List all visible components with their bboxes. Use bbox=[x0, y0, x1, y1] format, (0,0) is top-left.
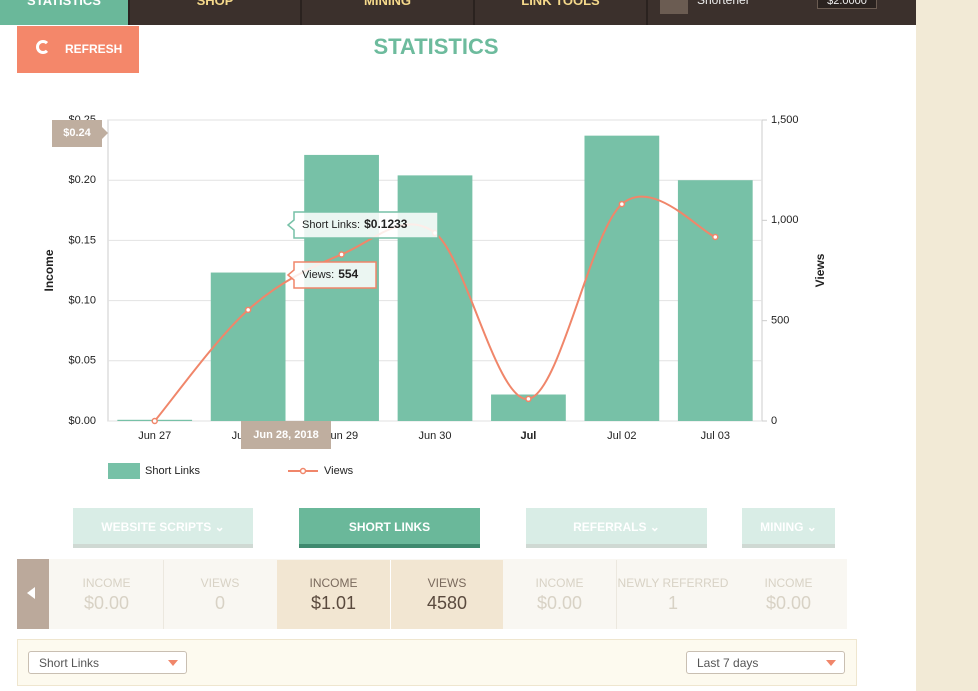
y-tick-label: $0.05 bbox=[68, 355, 96, 367]
y-tick-label: $0.00 bbox=[68, 415, 96, 427]
nav-item[interactable]: MINING bbox=[302, 0, 475, 25]
page-title: STATISTICS bbox=[373, 34, 499, 59]
stat-cell: VIEWS 4580 bbox=[390, 560, 503, 629]
stat-value: 1 bbox=[667, 593, 678, 613]
tab-label: MINING bbox=[760, 520, 804, 534]
select[interactable]: Last 7 days bbox=[686, 651, 845, 674]
stat-cell: INCOME $0.00 bbox=[503, 560, 616, 629]
bar bbox=[210, 272, 286, 421]
tooltip-value: $0.1233 bbox=[364, 217, 408, 231]
bar bbox=[677, 180, 753, 421]
legend-swatch bbox=[108, 463, 140, 479]
stat-value: $0.00 bbox=[83, 593, 130, 613]
tooltip-text: Short Links: $0.1233 bbox=[302, 217, 408, 231]
y2-tick-label: 0 bbox=[771, 415, 777, 427]
tooltip-name: Short Links: bbox=[302, 219, 360, 231]
y2-axis-title: Views bbox=[813, 253, 827, 287]
bar bbox=[584, 135, 660, 422]
select[interactable]: Short Links bbox=[28, 651, 187, 674]
category-tooltip bbox=[241, 421, 331, 449]
stat-label: NEWLY REFERRED bbox=[617, 576, 729, 590]
nav-bar: STATISTICS SHOP MINING LINK TOOLS Shorte… bbox=[0, 0, 916, 25]
point bbox=[618, 200, 626, 208]
x-tick-label: Jul 02 bbox=[607, 430, 636, 442]
stat-cell: INCOME $0.00 bbox=[50, 560, 163, 629]
x-tick-label: Jul 03 bbox=[701, 430, 730, 442]
stat-value: $0.00 bbox=[765, 593, 812, 613]
nav-item[interactable]: LINK TOOLS bbox=[475, 0, 648, 25]
stat-label: INCOME bbox=[309, 576, 358, 590]
stat-label: INCOME bbox=[82, 576, 131, 590]
stat-label: VIEWS bbox=[427, 576, 467, 590]
point bbox=[525, 395, 532, 403]
point bbox=[244, 306, 252, 314]
stat-label: INCOME bbox=[764, 576, 813, 590]
tooltip-name: Views: bbox=[302, 269, 334, 281]
chart: $0.00$0.05$0.10$0.15$0.20$0.2505001,0001… bbox=[42, 114, 827, 479]
stat-value: $1.01 bbox=[310, 593, 357, 613]
stat-label: INCOME bbox=[535, 576, 584, 590]
y2-tick-label: 1,000 bbox=[771, 214, 799, 226]
tab[interactable]: WEBSITE SCRIPTS ⌄ bbox=[73, 508, 253, 548]
stat-value: 0 bbox=[214, 593, 225, 613]
y-tick-label: $0.10 bbox=[68, 295, 96, 307]
nav-item[interactable]: SHOP bbox=[130, 0, 302, 25]
nav-item[interactable]: STATISTICS bbox=[0, 0, 130, 25]
point bbox=[338, 251, 345, 258]
point bbox=[712, 233, 719, 241]
legend-swatch bbox=[299, 467, 307, 475]
prev-button[interactable] bbox=[17, 559, 49, 629]
x-tick-label: Jun 29 bbox=[325, 430, 358, 442]
crosshair-label: $0.24 bbox=[63, 127, 91, 139]
tab[interactable]: MINING ⌄ bbox=[742, 508, 835, 548]
tooltip-box bbox=[286, 261, 377, 289]
stat-cell: INCOME $1.01 bbox=[277, 560, 390, 629]
legend-label: Short Links bbox=[145, 465, 201, 477]
point bbox=[151, 417, 158, 425]
y-tick-label: $0.20 bbox=[68, 174, 96, 186]
tab-label: REFERRALS bbox=[573, 520, 647, 534]
tooltip-box bbox=[286, 211, 439, 239]
y2-tick-label: 500 bbox=[771, 315, 789, 327]
tab[interactable]: REFERRALS ⌄ bbox=[526, 508, 707, 548]
x-tick-label: Jul bbox=[520, 430, 536, 442]
tab-label: WEBSITE SCRIPTS bbox=[101, 520, 212, 534]
tooltip-value: 554 bbox=[338, 267, 358, 281]
stat-cell: VIEWS 0 bbox=[163, 560, 276, 629]
y-tick-label: $0.15 bbox=[68, 234, 96, 246]
stat-value: 4580 bbox=[426, 593, 468, 613]
y2-tick-label: 1,500 bbox=[771, 114, 799, 126]
balance: $2.0000 bbox=[817, 0, 877, 9]
crosshair-box bbox=[52, 120, 102, 147]
crosshair-arrow bbox=[102, 127, 108, 139]
tooltip-text: Views: 554 bbox=[302, 267, 359, 281]
stat-label: VIEWS bbox=[200, 576, 240, 590]
side-panel bbox=[916, 0, 978, 691]
legend-label: Views bbox=[324, 465, 354, 477]
refresh-icon bbox=[36, 40, 50, 54]
stat-cell: NEWLY REFERRED 1 bbox=[616, 560, 729, 629]
stat-cell: INCOME $0.00 bbox=[730, 560, 847, 629]
tab-label: SHORT LINKS bbox=[348, 520, 431, 534]
stat-value: $0.00 bbox=[536, 593, 583, 613]
avatar bbox=[660, 0, 688, 14]
y-axis-title: Income bbox=[42, 249, 56, 291]
tab[interactable]: SHORT LINKS bbox=[299, 508, 480, 548]
x-tick-label: Jun 30 bbox=[418, 430, 451, 442]
category-tooltip-label: Jun 28, 2018 bbox=[253, 429, 318, 441]
arrow bbox=[27, 587, 35, 599]
x-tick-label: Jun 27 bbox=[138, 430, 171, 442]
